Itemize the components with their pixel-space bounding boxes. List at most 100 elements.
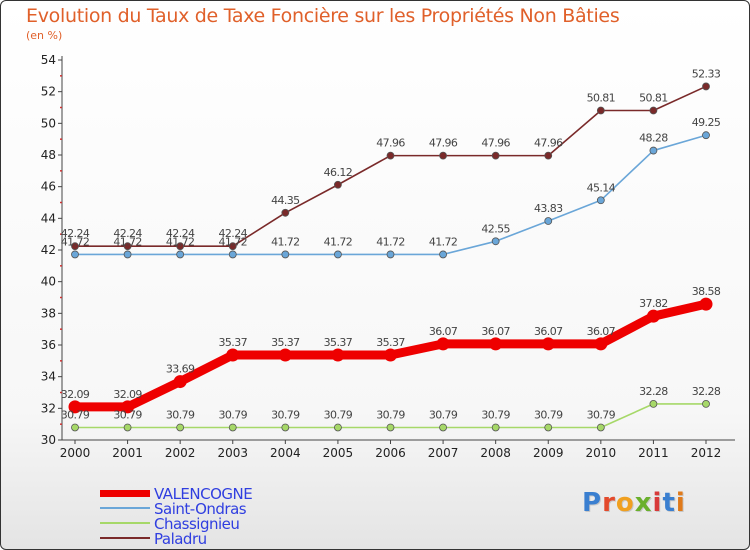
data-label-chassignieu: 30.79	[429, 408, 458, 421]
x-tick-label: 2008	[480, 446, 511, 460]
data-point-chassignieu	[228, 423, 237, 432]
data-label-valencogne: 36.07	[481, 325, 510, 338]
data-point-valencogne	[646, 309, 660, 323]
y-tick-label: 36	[41, 338, 56, 352]
data-point-valencogne	[489, 337, 503, 351]
data-point-chassignieu	[491, 423, 500, 432]
data-label-paladru: 50.81	[639, 92, 668, 105]
data-label-valencogne: 36.07	[587, 325, 616, 338]
data-label-valencogne: 32.09	[113, 388, 142, 401]
data-label-saint-ondras: 41.72	[113, 235, 142, 248]
data-label-saint-ondras: 41.72	[324, 235, 353, 248]
data-label-saint-ondras: 48.28	[639, 132, 668, 145]
axes: 30 32 34 36 38 40 42 44 46 48 50 52 54 2000 2001 2002 20…	[41, 53, 735, 460]
data-point-paladru	[649, 106, 658, 115]
data-point-valencogne	[594, 337, 608, 351]
x-tick-label: 2012	[691, 446, 722, 460]
y-tick-label: 52	[41, 85, 56, 99]
data-label-chassignieu: 30.79	[271, 408, 300, 421]
data-point-saint-ondras	[649, 146, 658, 155]
x-tick-label: 2011	[638, 446, 669, 460]
y-tick-label: 54	[41, 53, 56, 67]
data-point-chassignieu	[702, 399, 710, 408]
data-label-paladru: 46.12	[324, 166, 353, 179]
data-point-paladru	[123, 242, 132, 251]
data-label-paladru: 47.96	[534, 137, 563, 150]
x-tick-label: 2004	[270, 446, 301, 460]
data-point-chassignieu	[281, 423, 290, 432]
data-point-chassignieu	[71, 423, 79, 432]
data-label-saint-ondras: 42.55	[481, 222, 510, 235]
logo-letter: x	[634, 488, 653, 518]
data-label-valencogne: 35.37	[219, 336, 248, 349]
data-point-paladru	[176, 242, 185, 251]
data-label-paladru: 42.24	[166, 227, 195, 240]
data-point-chassignieu	[439, 423, 447, 432]
data-point-chassignieu	[386, 423, 395, 432]
data-point-valencogne	[68, 400, 82, 414]
data-point-saint-ondras	[544, 217, 553, 225]
data-label-saint-ondras: 41.72	[271, 235, 300, 248]
data-label-saint-ondras: 41.72	[61, 235, 90, 248]
data-label-paladru: 42.24	[219, 227, 248, 240]
data-label-chassignieu: 30.79	[324, 408, 353, 421]
data-label-valencogne: 33.69	[166, 363, 195, 376]
x-tick-label: 2000	[60, 446, 91, 460]
logo-letter: r	[602, 488, 616, 518]
data-label-saint-ondras: 41.72	[219, 235, 248, 248]
y-tick-label: 46	[41, 180, 56, 194]
legend-label-valencogne: VALENCOGNE	[154, 485, 253, 503]
data-point-valencogne	[121, 400, 135, 414]
data-label-valencogne: 37.82	[639, 297, 668, 310]
data-point-saint-ondras	[491, 237, 500, 246]
data-label-chassignieu: 30.79	[113, 408, 142, 421]
data-point-valencogne	[278, 348, 292, 362]
data-label-paladru: 50.81	[587, 92, 616, 105]
data-point-chassignieu	[596, 423, 605, 432]
x-tick-label: 2010	[586, 446, 617, 460]
x-tick-label: 2001	[112, 446, 143, 460]
legend-swatch-chassignieu	[100, 522, 150, 524]
data-point-saint-ondras	[596, 196, 605, 205]
data-label-valencogne: 36.07	[429, 325, 458, 338]
legend-label-chassignieu: Chassignieu	[154, 515, 240, 533]
data-label-saint-ondras: 41.72	[166, 235, 195, 248]
data-label-valencogne: 36.07	[534, 325, 563, 338]
data-point-saint-ondras	[123, 250, 132, 259]
data-point-chassignieu	[334, 423, 342, 432]
data-label-chassignieu: 30.79	[587, 408, 616, 421]
data-label-paladru: 52.33	[692, 67, 721, 80]
data-point-paladru	[228, 242, 237, 251]
data-point-saint-ondras	[334, 250, 342, 259]
data-label-valencogne: 35.37	[324, 336, 353, 349]
data-label-chassignieu: 30.79	[376, 408, 405, 421]
data-label-saint-ondras: 43.83	[534, 202, 563, 215]
data-point-saint-ondras	[176, 250, 185, 259]
data-label-chassignieu: 30.79	[166, 408, 195, 421]
data-label-valencogne: 32.09	[61, 388, 90, 401]
data-label-chassignieu: 32.28	[692, 385, 721, 398]
series-layer	[68, 82, 713, 432]
logo-letter: P	[582, 488, 603, 518]
logo-letter: t	[662, 488, 676, 518]
y-tick-label: 38	[41, 306, 56, 320]
data-point-paladru	[544, 151, 553, 160]
data-label-chassignieu: 30.79	[534, 408, 563, 421]
data-point-saint-ondras	[281, 250, 290, 259]
series-line-paladru	[74, 85, 707, 247]
data-point-chassignieu	[176, 423, 185, 432]
data-point-paladru	[702, 82, 710, 91]
y-tick-label: 40	[41, 275, 56, 289]
data-label-saint-ondras: 45.14	[587, 181, 616, 194]
proxiti-logo: Proxiti	[582, 488, 686, 518]
data-point-valencogne	[173, 375, 187, 389]
logo-letter: i	[652, 488, 663, 518]
data-point-valencogne	[226, 348, 240, 362]
data-label-chassignieu: 32.28	[639, 385, 668, 398]
data-point-chassignieu	[123, 423, 132, 432]
data-label-valencogne: 35.37	[376, 336, 405, 349]
data-point-paladru	[386, 151, 395, 160]
data-point-saint-ondras	[228, 250, 237, 259]
data-point-valencogne	[384, 348, 397, 362]
